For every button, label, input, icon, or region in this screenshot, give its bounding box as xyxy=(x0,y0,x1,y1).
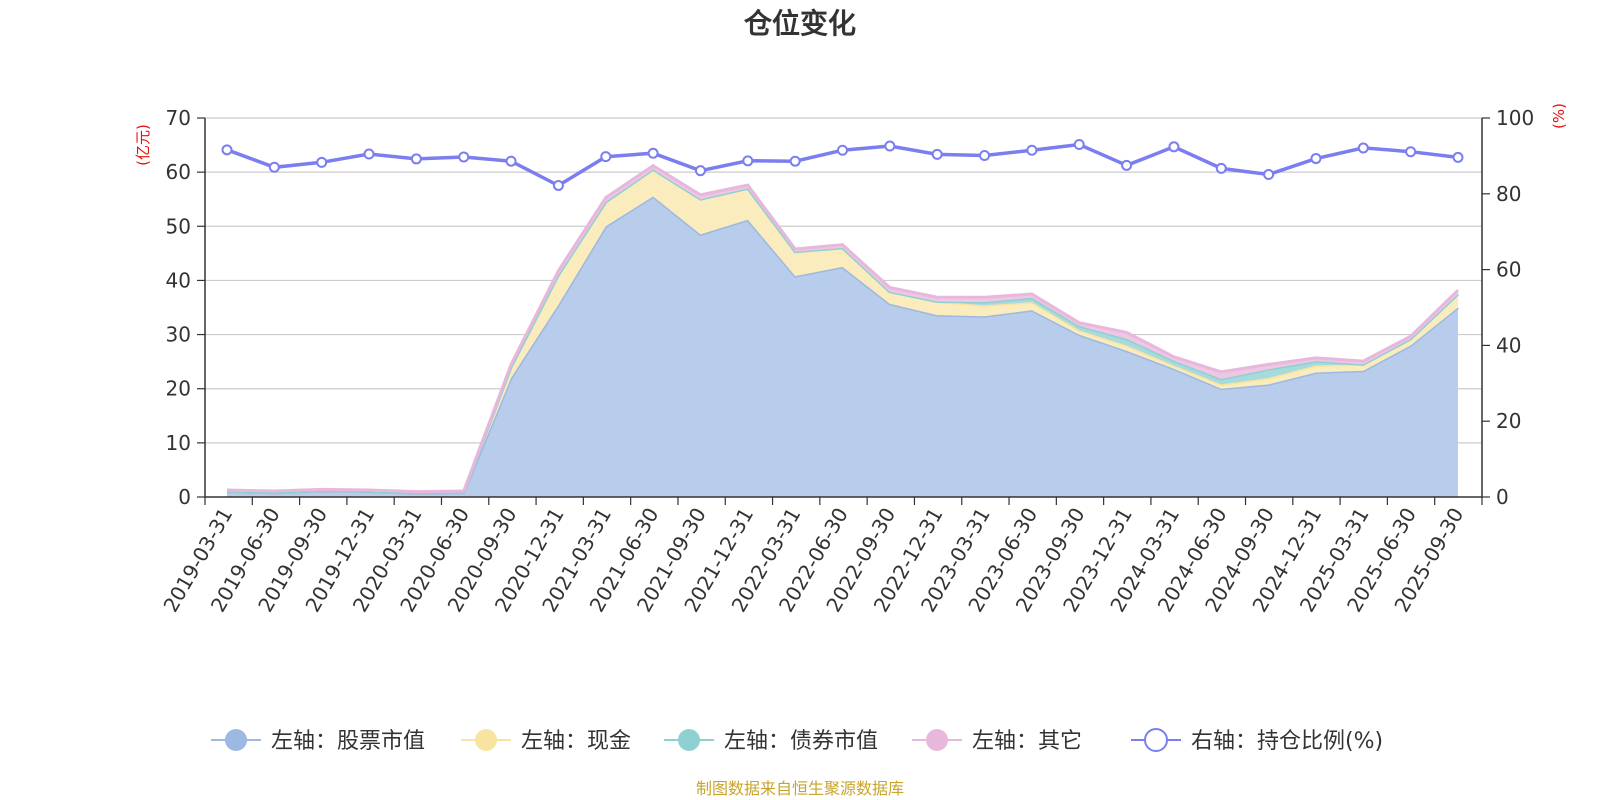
ratio-point xyxy=(1263,168,1275,180)
ratio-point xyxy=(884,140,896,152)
right-tick-label: 80 xyxy=(1496,182,1521,206)
left-tick-label: 70 xyxy=(166,106,191,130)
ratio-point xyxy=(552,179,564,191)
legend-item-5: 右轴：持仓比例(%) xyxy=(1131,728,1383,754)
ratio-point xyxy=(363,148,375,160)
area-edge-series-4 xyxy=(226,163,1460,494)
ratio-point xyxy=(221,144,233,156)
legend-label: 左轴：其它 xyxy=(972,729,1082,754)
ratio-point xyxy=(1452,151,1464,163)
ratio-point xyxy=(505,155,517,167)
ratio-point xyxy=(1357,142,1369,154)
ratio-point xyxy=(1215,162,1227,174)
right-tick-label: 60 xyxy=(1496,258,1521,282)
left-tick-label: 40 xyxy=(166,268,191,292)
legend-item-1: 左轴：股票市值 xyxy=(211,729,425,754)
ratio-point xyxy=(742,155,754,167)
ratio-point xyxy=(789,155,801,167)
chart-title: 仓位变化 xyxy=(744,7,856,40)
legend-marker xyxy=(926,729,948,751)
ratio-point xyxy=(1073,139,1085,151)
legend-marker xyxy=(1144,728,1168,752)
right-tick-label: 20 xyxy=(1496,409,1521,433)
data-source-note: 制图数据来自恒生聚源数据库 xyxy=(696,779,904,798)
ratio-point xyxy=(837,144,848,156)
ratio-point xyxy=(1026,144,1038,156)
left-axis-unit: (亿元) xyxy=(134,124,152,166)
position-ratio-line xyxy=(221,139,1464,191)
legend-label: 右轴：持仓比例(%) xyxy=(1191,729,1383,754)
legend-item-2: 左轴：现金 xyxy=(461,729,631,754)
left-tick-label: 30 xyxy=(166,323,191,347)
ratio-point xyxy=(600,151,612,163)
ratio-point xyxy=(931,148,943,160)
legend-marker xyxy=(678,729,700,751)
left-tick-label: 60 xyxy=(166,160,191,184)
right-axis-unit: (%) xyxy=(1550,103,1568,129)
right-tick-label: 0 xyxy=(1496,485,1509,509)
ratio-point xyxy=(1310,153,1322,165)
left-tick-label: 0 xyxy=(178,485,191,509)
legend-label: 左轴：现金 xyxy=(521,729,631,754)
stacked-areas xyxy=(226,163,1460,497)
ratio-point xyxy=(458,151,470,163)
ratio-point xyxy=(316,156,328,168)
ratio-point xyxy=(1405,146,1417,158)
legend-item-3: 左轴：债券市值 xyxy=(664,729,878,754)
left-tick-label: 10 xyxy=(166,431,191,455)
legend-label: 左轴：股票市值 xyxy=(271,729,425,754)
left-tick-label: 50 xyxy=(166,214,191,238)
area-series-1 xyxy=(227,196,1458,497)
ratio-point xyxy=(694,165,706,177)
right-tick-label: 40 xyxy=(1496,333,1521,357)
right-tick-label: 100 xyxy=(1496,106,1534,130)
ratio-point xyxy=(647,147,659,159)
ratio-point xyxy=(979,150,991,162)
legend-marker xyxy=(475,729,497,751)
ratio-point xyxy=(1168,141,1180,153)
ratio-point xyxy=(268,161,280,173)
legend: 左轴：股票市值 左轴：现金 左轴：债券市值 左轴：其它 右轴：持仓比例(%) xyxy=(211,728,1383,754)
ratio-point xyxy=(1121,159,1133,171)
left-tick-label: 20 xyxy=(166,377,191,401)
ratio-point xyxy=(410,153,422,165)
legend-marker xyxy=(225,729,247,751)
legend-item-4: 左轴：其它 xyxy=(912,729,1082,754)
legend-label: 左轴：债券市值 xyxy=(724,729,878,754)
